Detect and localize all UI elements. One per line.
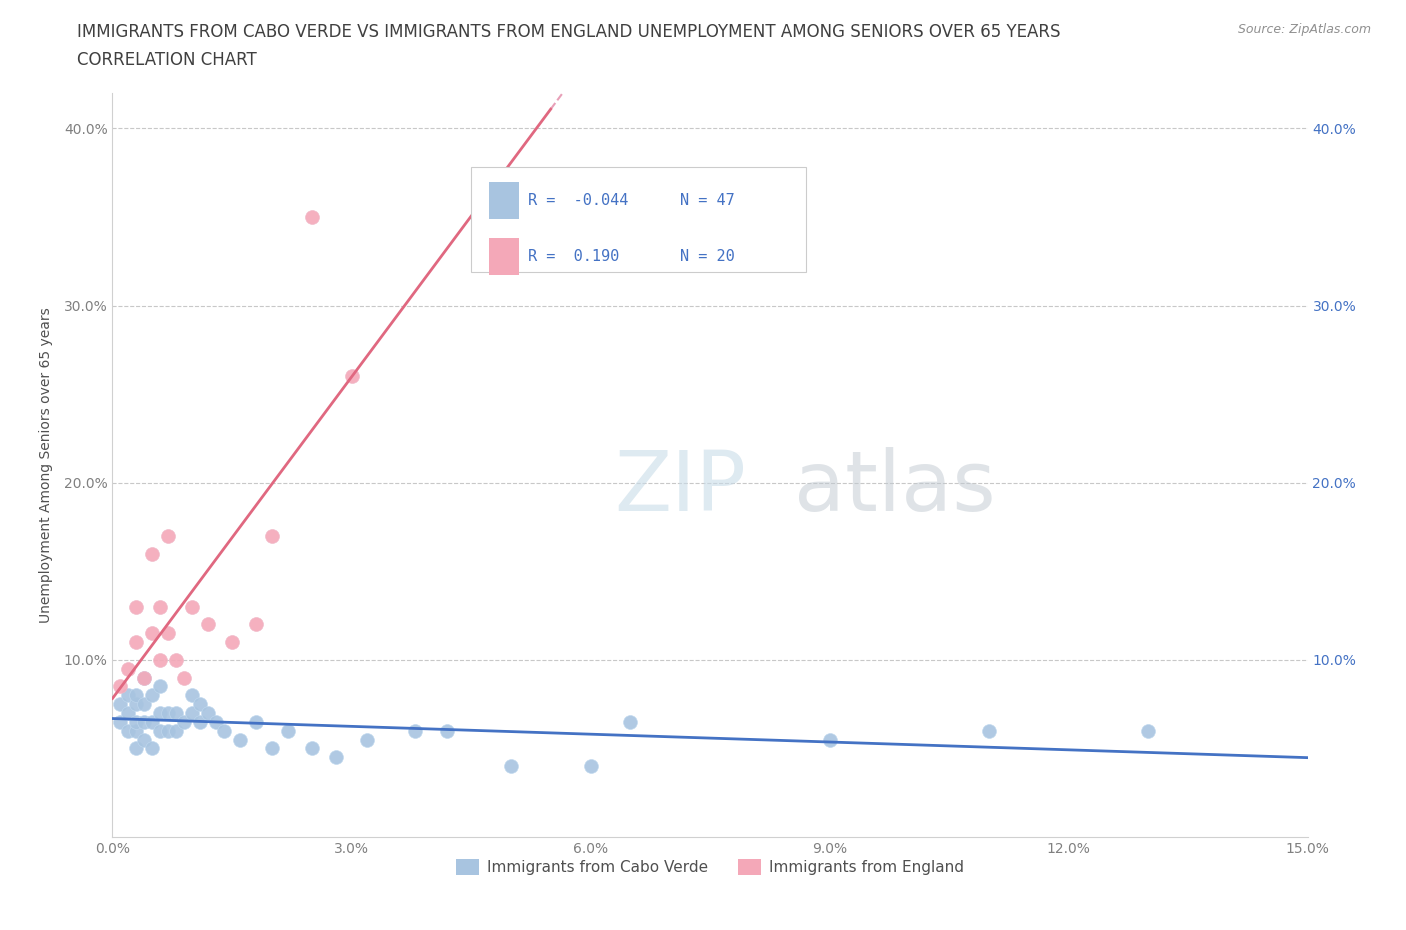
Point [149, 599, 172, 614]
Point [149, 706, 172, 721]
FancyBboxPatch shape [489, 238, 519, 275]
Point [340, 369, 363, 384]
Point [1137, 724, 1160, 738]
Point [141, 714, 163, 729]
Point [125, 634, 148, 649]
Point [245, 714, 267, 729]
Point [165, 653, 187, 668]
Point [579, 759, 602, 774]
Point [205, 714, 228, 729]
Point [149, 653, 172, 668]
Point [125, 599, 148, 614]
Y-axis label: Unemployment Among Seniors over 65 years: Unemployment Among Seniors over 65 years [38, 307, 52, 623]
Point [499, 759, 522, 774]
Point [141, 626, 163, 641]
Point [157, 724, 180, 738]
Point [165, 724, 187, 738]
Point [221, 634, 243, 649]
Point [157, 706, 180, 721]
Point [181, 599, 204, 614]
FancyBboxPatch shape [471, 167, 806, 272]
Point [125, 688, 148, 703]
Point [117, 661, 139, 676]
Point [977, 724, 1000, 738]
Point [141, 741, 163, 756]
Point [260, 741, 283, 756]
Point [197, 617, 219, 631]
Text: Source: ZipAtlas.com: Source: ZipAtlas.com [1237, 23, 1371, 36]
Point [356, 732, 378, 747]
Point [117, 706, 139, 721]
Point [277, 724, 299, 738]
FancyBboxPatch shape [489, 182, 519, 219]
Point [197, 706, 219, 721]
Point [134, 671, 156, 685]
Legend: Immigrants from Cabo Verde, Immigrants from England: Immigrants from Cabo Verde, Immigrants f… [450, 853, 970, 882]
Point [188, 714, 211, 729]
Point [157, 528, 180, 543]
Point [110, 679, 132, 694]
Point [619, 714, 641, 729]
Point [149, 679, 172, 694]
Point [149, 724, 172, 738]
Point [818, 732, 841, 747]
Point [436, 724, 458, 738]
Point [229, 732, 252, 747]
Point [134, 732, 156, 747]
Point [110, 697, 132, 711]
Point [212, 724, 235, 738]
Point [117, 724, 139, 738]
Point [325, 750, 347, 764]
Point [110, 714, 132, 729]
Point [134, 697, 156, 711]
Point [157, 626, 180, 641]
Text: atlas: atlas [793, 446, 995, 528]
Point [141, 688, 163, 703]
Text: R =  0.190: R = 0.190 [529, 249, 620, 264]
Point [134, 671, 156, 685]
Text: N = 20: N = 20 [681, 249, 735, 264]
Point [125, 741, 148, 756]
Text: CORRELATION CHART: CORRELATION CHART [77, 51, 257, 69]
Point [188, 697, 211, 711]
Point [245, 617, 267, 631]
Text: R =  -0.044: R = -0.044 [529, 193, 628, 208]
Point [125, 714, 148, 729]
Point [301, 209, 323, 224]
Point [125, 697, 148, 711]
Point [173, 671, 195, 685]
Text: ZIP: ZIP [614, 446, 747, 528]
Point [141, 546, 163, 561]
Point [134, 714, 156, 729]
Point [117, 688, 139, 703]
Point [181, 688, 204, 703]
Point [260, 528, 283, 543]
Point [181, 706, 204, 721]
Point [165, 706, 187, 721]
Text: IMMIGRANTS FROM CABO VERDE VS IMMIGRANTS FROM ENGLAND UNEMPLOYMENT AMONG SENIORS: IMMIGRANTS FROM CABO VERDE VS IMMIGRANTS… [77, 23, 1062, 41]
Point [404, 724, 426, 738]
Point [173, 714, 195, 729]
Text: N = 47: N = 47 [681, 193, 735, 208]
Point [125, 724, 148, 738]
Point [301, 741, 323, 756]
